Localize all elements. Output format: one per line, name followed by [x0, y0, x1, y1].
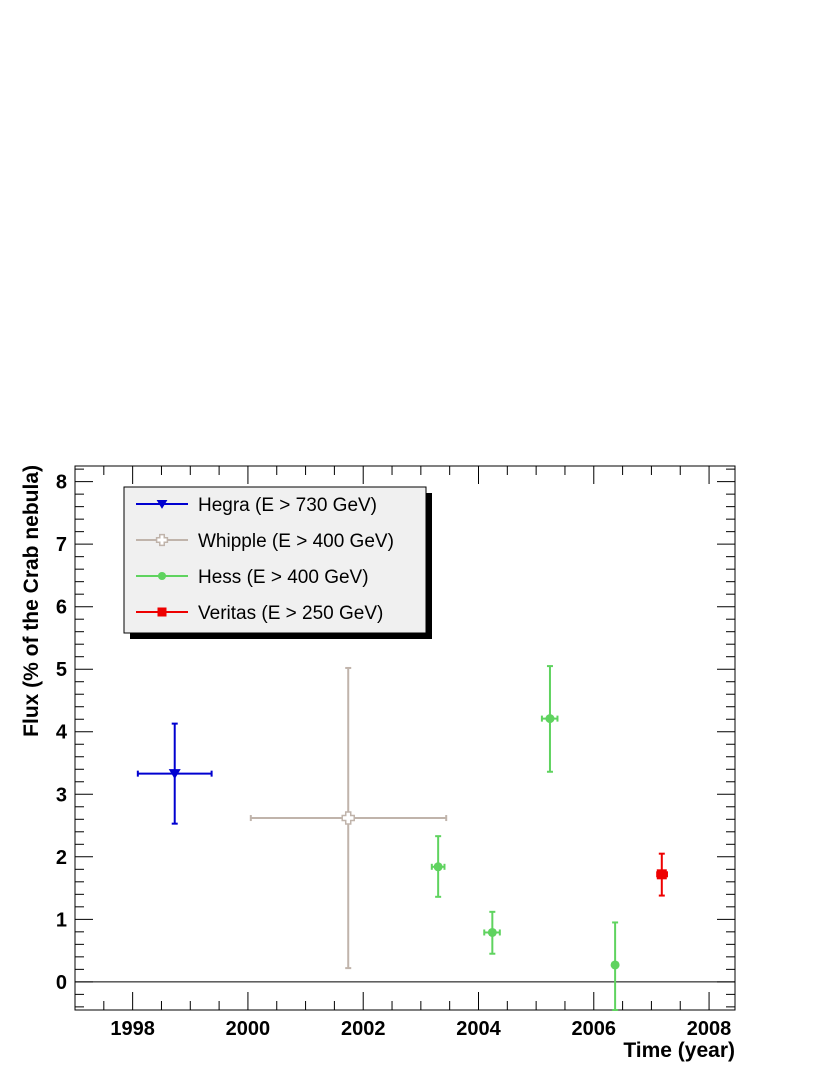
- legend-entry: Hegra (E > 730 GeV): [136, 495, 377, 516]
- y-tick-label: 7: [56, 534, 67, 556]
- legend-entry: Veritas (E > 250 GeV): [136, 603, 383, 624]
- point-marker: [487, 927, 497, 937]
- x-tick-label: 2008: [687, 1018, 732, 1040]
- y-tick-label: 6: [56, 597, 67, 619]
- plot-frame: [74, 465, 736, 1011]
- y-tick-label: 2: [56, 847, 67, 869]
- point-marker: [433, 862, 443, 872]
- legend-label: Hegra (E > 730 GeV): [198, 495, 377, 516]
- legend-marker: [157, 571, 167, 581]
- point-marker: [656, 869, 667, 880]
- x-tick-label: 2000: [226, 1018, 271, 1040]
- legend-label: Hess (E > 400 GeV): [198, 567, 369, 588]
- point-marker: [168, 769, 181, 780]
- legend-marker: [157, 607, 167, 617]
- x-axis-title: Time (year): [623, 1039, 735, 1062]
- y-tick-label: 1: [56, 909, 67, 931]
- x-tick-label: 2004: [456, 1018, 501, 1040]
- legend-label: Whipple (E > 400 GeV): [198, 531, 394, 552]
- data-point: [610, 921, 620, 1011]
- legend-entry: Whipple (E > 400 GeV): [136, 531, 394, 552]
- y-axis-title: Flux (% of the Crab nebula): [20, 465, 43, 737]
- point-marker: [545, 714, 555, 724]
- y-tick-label: 4: [56, 722, 68, 744]
- x-tick-label: 2006: [572, 1018, 617, 1040]
- y-tick-label: 8: [56, 472, 67, 494]
- data-point: [540, 665, 559, 773]
- legend-entry: Hess (E > 400 GeV): [136, 567, 369, 588]
- legend-box: [123, 486, 427, 634]
- legend-marker: [155, 533, 169, 547]
- data-point: [136, 722, 213, 825]
- data-point: [656, 852, 668, 897]
- y-tick-label: 5: [56, 659, 67, 681]
- legend-label: Veritas (E > 250 GeV): [198, 603, 383, 624]
- data-point: [483, 910, 501, 955]
- x-tick-label: 1998: [110, 1018, 155, 1040]
- y-tick-label: 3: [56, 784, 67, 806]
- point-marker: [610, 960, 620, 970]
- point-marker: [341, 811, 355, 825]
- legend-marker: [156, 499, 168, 509]
- x-tick-label: 2002: [341, 1018, 386, 1040]
- y-tick-label: 0: [56, 972, 67, 994]
- data-point: [430, 835, 446, 898]
- data-point: [249, 666, 448, 970]
